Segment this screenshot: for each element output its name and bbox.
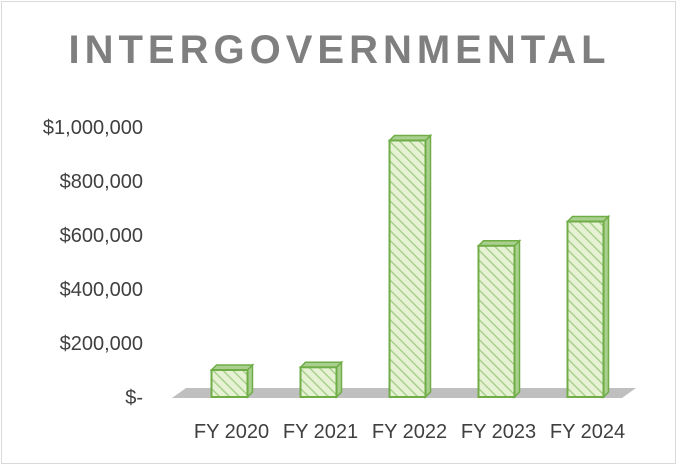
y-tick-label: $1,000,000 — [43, 117, 143, 139]
y-tick-label: $800,000 — [60, 171, 143, 193]
bar-front — [210, 369, 249, 398]
bar-front — [477, 244, 516, 398]
bar — [298, 360, 344, 399]
y-tick-label: $- — [125, 387, 143, 409]
y-tick-label: $400,000 — [60, 279, 143, 301]
bar-front — [299, 366, 338, 398]
bar-front — [388, 139, 427, 398]
bar — [476, 238, 522, 399]
x-tick-label: FY 2023 — [461, 421, 536, 443]
bar — [209, 363, 255, 399]
y-tick-label: $200,000 — [60, 333, 143, 355]
chart-title: INTERGOVERNMENTAL — [68, 28, 611, 72]
bar-front — [566, 220, 605, 398]
bar — [565, 214, 611, 399]
y-tick-label: $600,000 — [60, 225, 143, 247]
x-tick-label: FY 2024 — [550, 421, 625, 443]
x-tick-label: FY 2021 — [283, 421, 358, 443]
x-tick-label: FY 2022 — [372, 421, 447, 443]
bar — [387, 133, 433, 399]
x-tick-label: FY 2020 — [194, 421, 269, 443]
